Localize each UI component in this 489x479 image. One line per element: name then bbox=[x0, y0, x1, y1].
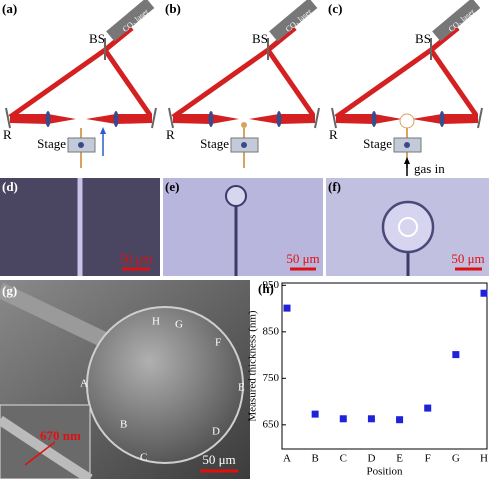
point bbox=[480, 289, 488, 297]
panel-label: (a) bbox=[2, 1, 17, 16]
panel-label: (d) bbox=[2, 179, 18, 194]
scale-bar-label: 50 μm bbox=[119, 251, 152, 266]
position-label: H bbox=[152, 316, 160, 328]
thickness-label: 670 nm bbox=[40, 428, 81, 443]
mirror-label: R bbox=[329, 127, 338, 142]
panel-label: (e) bbox=[165, 179, 179, 194]
panel-label: (h) bbox=[258, 281, 274, 296]
x-tick-label: F bbox=[425, 453, 431, 465]
sem-inset bbox=[0, 404, 91, 479]
setup-b bbox=[169, 0, 319, 168]
x-tick-label: H bbox=[480, 453, 488, 465]
y-tick-label: 850 bbox=[263, 325, 280, 337]
stage-label: Stage bbox=[200, 136, 229, 151]
point bbox=[283, 304, 291, 312]
scale-bar-label: 50 μm bbox=[202, 452, 235, 467]
stage-label: Stage bbox=[363, 136, 392, 151]
sem-inset-wall bbox=[0, 415, 93, 479]
splitter-label: BS bbox=[252, 31, 268, 46]
y-tick-label: 950 bbox=[263, 279, 280, 291]
x-tick-label: G bbox=[452, 453, 460, 465]
position-label: B bbox=[120, 419, 127, 431]
position-label: F bbox=[215, 337, 221, 349]
position-label: C bbox=[140, 452, 147, 464]
panel-label: (b) bbox=[165, 1, 181, 16]
microsphere bbox=[225, 185, 247, 207]
y-tick-label: 750 bbox=[263, 372, 280, 384]
sem-fiber bbox=[0, 282, 119, 353]
panel-label: (c) bbox=[328, 1, 342, 16]
point bbox=[396, 416, 404, 424]
y-axis-label: Measured thickness (nm) bbox=[247, 310, 259, 422]
y-tick-label: 650 bbox=[263, 418, 280, 430]
panel-label: (f) bbox=[328, 179, 341, 194]
stage-label: Stage bbox=[37, 136, 66, 151]
position-label: E bbox=[238, 382, 245, 394]
microsphere bbox=[381, 200, 435, 254]
x-axis-label: Position bbox=[366, 466, 403, 478]
point bbox=[339, 415, 347, 423]
gas-label: gas in bbox=[414, 161, 445, 176]
splitter-label: BS bbox=[89, 31, 105, 46]
position-label: D bbox=[212, 426, 220, 438]
x-tick-label: C bbox=[340, 453, 347, 465]
position-label: A bbox=[80, 378, 88, 390]
panel-label: (g) bbox=[2, 283, 17, 298]
x-tick-label: B bbox=[311, 453, 318, 465]
microsphere-core bbox=[398, 217, 418, 237]
x-tick-label: D bbox=[367, 453, 375, 465]
setup-a bbox=[6, 0, 156, 168]
thickness-arrow bbox=[24, 441, 56, 466]
setup-c bbox=[332, 0, 482, 176]
position-label: G bbox=[175, 319, 183, 331]
mirror-label: R bbox=[3, 127, 12, 142]
point bbox=[311, 410, 319, 418]
scale-bar-label: 50 μm bbox=[286, 251, 319, 266]
splitter-label: BS bbox=[415, 31, 431, 46]
plot-frame bbox=[281, 282, 488, 450]
x-tick-label: E bbox=[396, 453, 403, 465]
sem-sphere bbox=[86, 306, 244, 464]
point bbox=[367, 415, 375, 423]
scale-bar-label: 50 μm bbox=[451, 251, 484, 266]
point bbox=[424, 404, 432, 412]
x-tick-label: A bbox=[283, 453, 291, 465]
point bbox=[452, 351, 460, 359]
mirror-label: R bbox=[166, 127, 175, 142]
